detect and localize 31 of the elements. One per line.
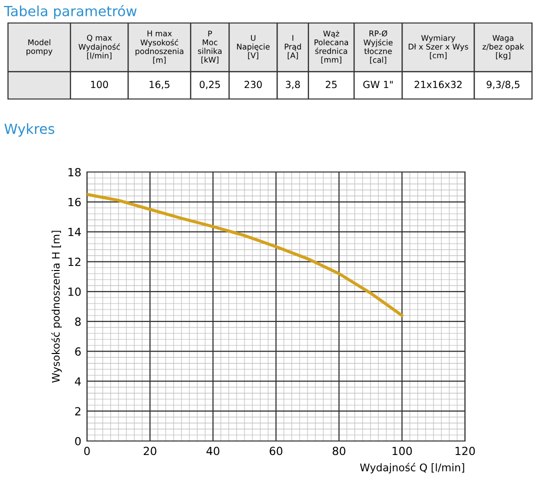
- y-tick-label: 18: [68, 168, 81, 176]
- y-tick-label: 0: [75, 436, 81, 446]
- text: 0,25: [200, 80, 220, 90]
- y-tick-label: 8: [75, 317, 81, 326]
- x-tick-label: 60: [270, 446, 282, 456]
- text: 230: [244, 80, 262, 88]
- y-tick-label: 6: [75, 347, 81, 356]
- x-tick-label: 100: [392, 446, 412, 456]
- text: 21x16x32: [414, 80, 462, 88]
- x-tick-label: 80: [332, 446, 346, 456]
- y-tick-label: 12: [68, 258, 80, 266]
- text: 100: [91, 80, 108, 88]
- text: GW 1": [363, 80, 393, 88]
- x-tick-label: 120: [456, 446, 475, 456]
- y-tick-label: 2: [75, 407, 80, 416]
- y-tick-label: 10: [68, 288, 81, 296]
- text: 3,8: [286, 80, 300, 90]
- line-series: [87, 192, 404, 317]
- y-tick-label: 14: [68, 228, 81, 236]
- text: Tabela parametrów: [4, 5, 137, 19]
- text: 25: [326, 80, 337, 88]
- y-axis-title: Wysokość podnoszenia H [m]: [51, 230, 62, 383]
- x-tick-label: 0: [84, 446, 90, 456]
- x-axis-title: Wydajność Q [l/min]: [360, 462, 464, 474]
- y-tick-label: 4: [74, 377, 81, 386]
- y-tick-label: 16: [68, 198, 81, 206]
- text: 9,3/8,5: [486, 80, 520, 90]
- x-tick-label: 20: [144, 446, 156, 456]
- chart-title: Wykres: [4, 123, 54, 137]
- x-tick-label: 40: [206, 446, 220, 456]
- text: 16,5: [150, 80, 170, 90]
